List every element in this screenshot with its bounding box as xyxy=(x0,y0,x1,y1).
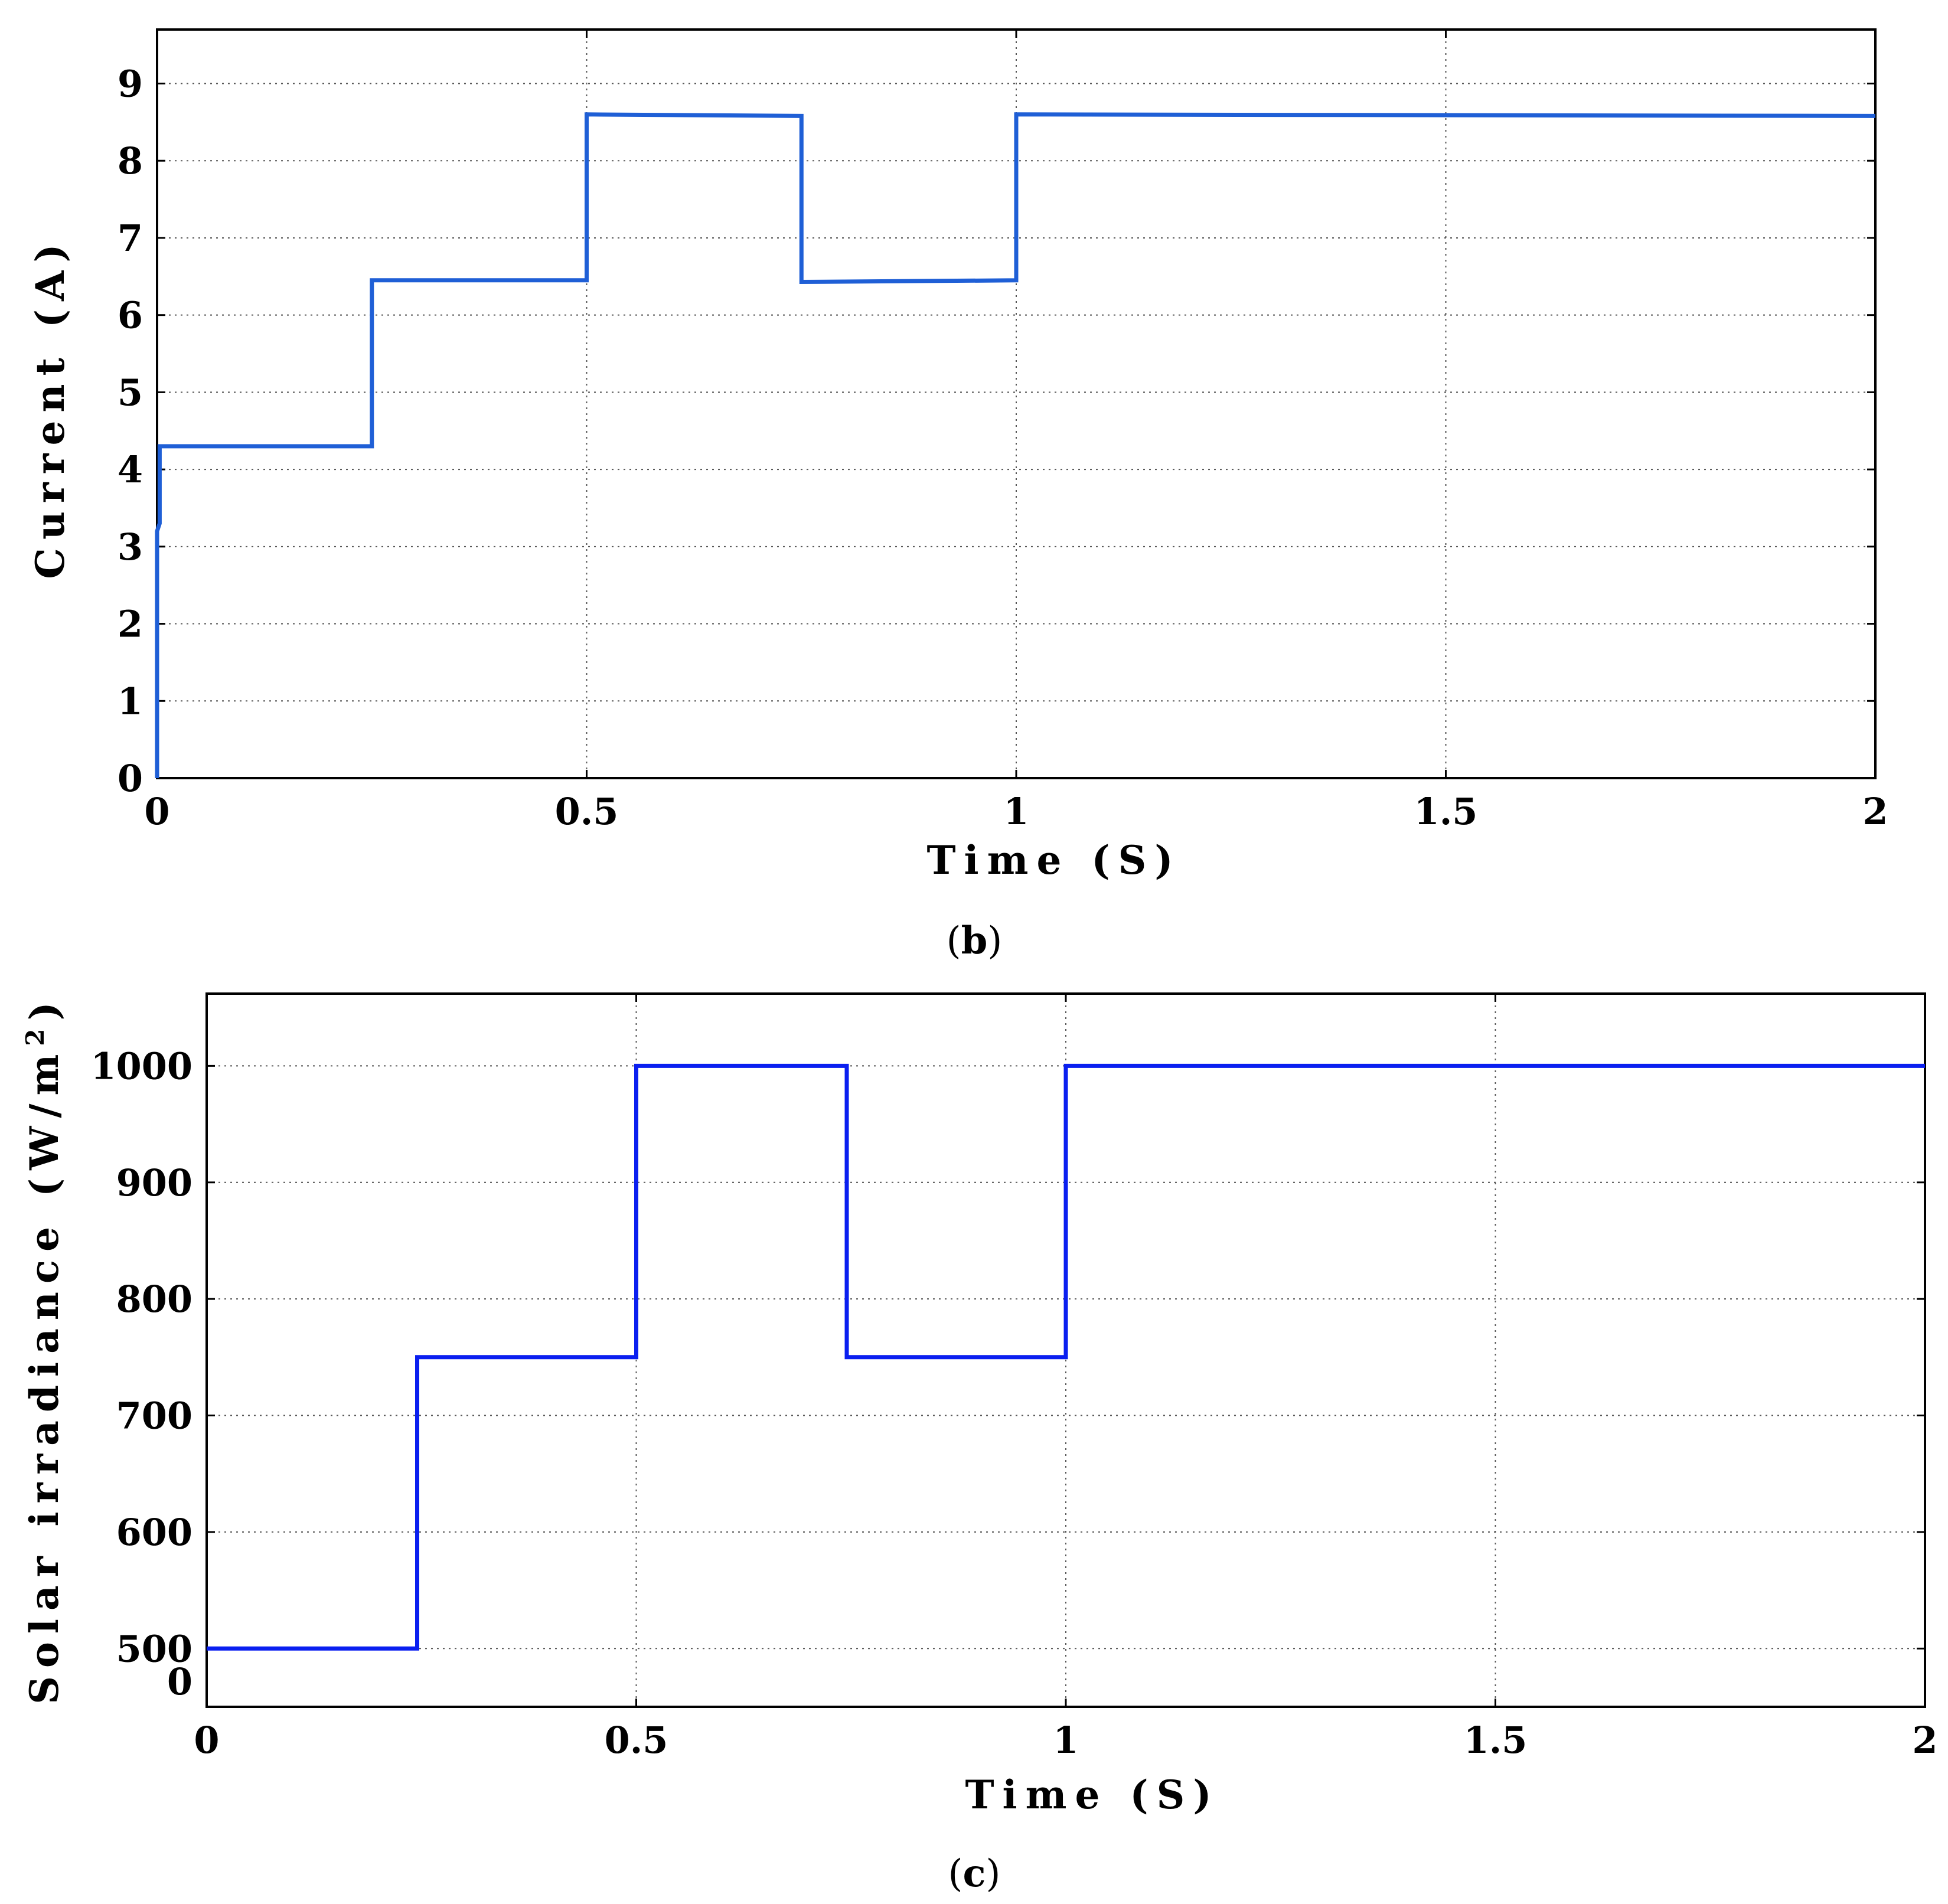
irradiance-y-label-main: Solar irradiance (W/m xyxy=(21,1046,67,1704)
panel-c-caption-letter: c xyxy=(963,1851,986,1896)
current-x-tick-label: 0.5 xyxy=(555,790,619,833)
irradiance-y-tick-label: 900 xyxy=(116,1161,192,1204)
irradiance-x-tick-label: 1 xyxy=(1053,1719,1078,1762)
irradiance-y-tick-label: 700 xyxy=(116,1394,192,1438)
current-x-tick-label: 0 xyxy=(144,790,169,833)
current-y-tick-label: 5 xyxy=(118,371,143,414)
irradiance-y-label-close: ) xyxy=(21,994,67,1020)
current-y-tick-label: 9 xyxy=(118,63,143,106)
current-series xyxy=(155,112,1876,778)
current-x-tick-label: 2 xyxy=(1862,790,1888,833)
current-y-axis-label: Current (A) xyxy=(27,236,73,579)
current-y-tick-label: 4 xyxy=(118,448,143,491)
irradiance-series xyxy=(207,1063,1925,1651)
current-y-tick-label: 2 xyxy=(118,603,143,646)
current-x-tick-label: 1 xyxy=(1003,790,1029,833)
current-chart: 0 0.5 1 1.5 2 0 1 2 3 4 5 6 7 8 9 Time (S) Current (A)… xyxy=(27,28,1888,963)
current-y-tick-label: 3 xyxy=(118,525,143,569)
current-y-tick-label: 1 xyxy=(118,680,143,723)
irradiance-chart: 0 0.5 1 1.5 2 500 600 700 800 900 1000 0 Time (S) S… xyxy=(21,992,1938,1896)
current-y-tick-label: 6 xyxy=(118,294,143,337)
irradiance-y-label-sup: 2 xyxy=(21,1020,50,1046)
current-series-line xyxy=(155,112,1876,778)
current-x-tick-label: 1.5 xyxy=(1414,790,1478,833)
current-y-tick-label: 7 xyxy=(118,217,143,260)
irradiance-x-tick-label: 0 xyxy=(194,1719,219,1762)
irradiance-y-tick-label: 800 xyxy=(116,1278,192,1321)
irradiance-series-line xyxy=(207,1063,1925,1651)
irradiance-y-tick-label: 500 xyxy=(116,1627,192,1670)
irradiance-x-tick-label: 2 xyxy=(1912,1719,1937,1762)
panel-b-caption-letter: b xyxy=(961,919,988,963)
panel-c-caption: (c) xyxy=(948,1851,1001,1896)
current-x-axis-label: Time (S) xyxy=(926,837,1181,883)
irradiance-x-axis-label: Time (S) xyxy=(965,1772,1219,1818)
current-y-tick-label: 8 xyxy=(118,139,143,182)
irradiance-x-tick-label: 0.5 xyxy=(605,1719,668,1762)
irradiance-y-tick-label-zero: 0 xyxy=(167,1660,192,1703)
irradiance-ticks: 0 0.5 1 1.5 2 500 600 700 800 900 1000 0 xyxy=(90,994,1938,1762)
irradiance-y-axis-label: Solar irradiance (W/m2) xyxy=(21,994,68,1704)
irradiance-y-tick-label: 1000 xyxy=(90,1044,192,1087)
irradiance-x-tick-label: 1.5 xyxy=(1464,1719,1528,1762)
current-y-tick-label: 0 xyxy=(118,757,143,800)
irradiance-y-tick-label: 600 xyxy=(116,1511,192,1554)
panel-b-caption: (b) xyxy=(947,919,1003,963)
current-ticks: 0 0.5 1 1.5 2 0 1 2 3 4 5 6 7 8 9 xyxy=(118,30,1888,833)
